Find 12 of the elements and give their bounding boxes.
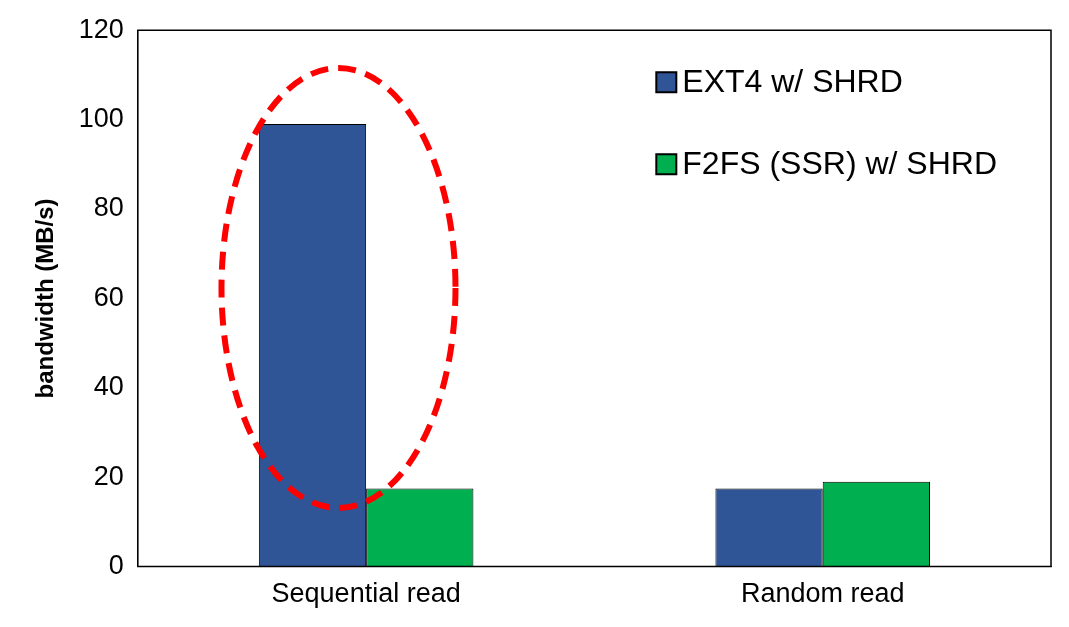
y-tick-label: 120 [78, 13, 124, 44]
y-tick-label: 60 [93, 281, 124, 312]
y-tick-label: 20 [93, 460, 124, 491]
x-tick-label: Sequential read [271, 578, 461, 609]
legend-label: F2FS (SSR) w/ SHRD [682, 145, 997, 182]
y-tick-label: 100 [78, 103, 124, 134]
x-tick-label: Random read [740, 578, 905, 609]
y-tick-label: 80 [93, 192, 124, 223]
y-tick-label: 0 [108, 550, 124, 581]
legend-label: EXT4 w/ SHRD [682, 63, 903, 100]
y-tick-label: 40 [93, 371, 124, 402]
y-axis-title: bandwidth (MB/s) [31, 198, 59, 399]
